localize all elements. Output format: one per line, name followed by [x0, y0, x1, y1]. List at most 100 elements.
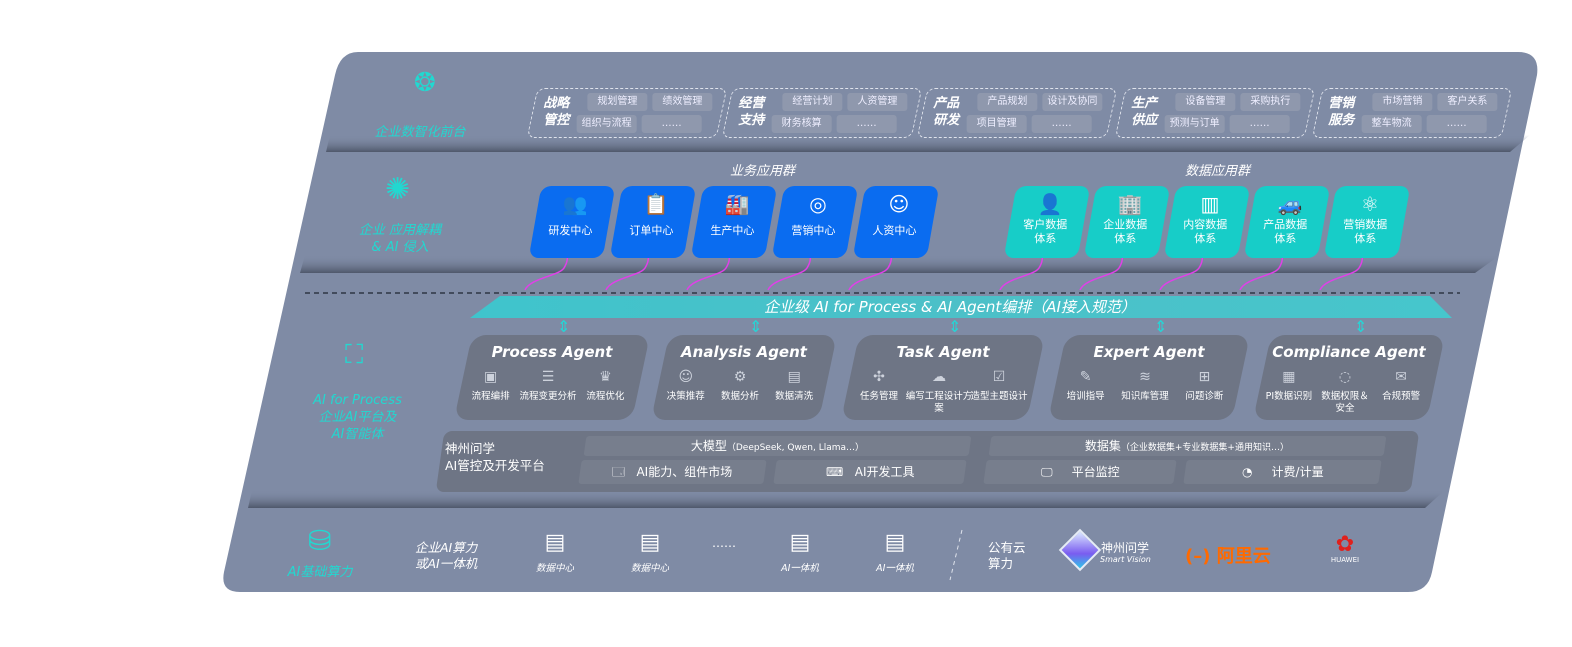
model-bar: 大模型（DeepSeek, Qwen, Llama…）: [583, 436, 972, 456]
person-icon: ☺: [888, 192, 910, 216]
app-card[interactable]: ☺ 人资中心: [852, 186, 940, 258]
devtools-bar[interactable]: ⌨ AI开发工具: [773, 460, 967, 484]
feature-icon: ▤: [787, 369, 801, 385]
huawei-logo: ✿ HUAWEI: [1320, 534, 1370, 565]
capability-chip[interactable]: 客户关系: [1437, 93, 1498, 111]
target-icon: ◎: [809, 192, 827, 216]
app-card-label: 营销数据 体系: [1343, 218, 1388, 245]
apps-label: 企业 应用解耦 & AI 侵入: [358, 223, 442, 255]
orchestration-banner: 企业级 AI for Process & AI Agent编排（AI接入规范）: [764, 298, 1136, 316]
capability-group: 产品 研发 产品规划 设计及协同 项目管理……: [916, 88, 1118, 138]
smartvision-name: 神州问学: [1101, 541, 1150, 555]
bidirectional-arrow-icon: ⇕: [1154, 317, 1168, 336]
capability-chip[interactable]: 预测与订单: [1164, 115, 1225, 133]
monitor-bar[interactable]: 🖵 平台监控: [983, 460, 1177, 484]
market-label: AI能力、组件市场: [636, 465, 733, 479]
app-card[interactable]: 📋 订单中心: [609, 186, 697, 258]
app-card-label: 客户数据 体系: [1023, 218, 1068, 245]
capability-chip[interactable]: ……: [641, 115, 702, 133]
brain-icon: ❂: [414, 68, 436, 98]
server-item: ▤ 数据中心: [620, 530, 680, 574]
server-icon: ▤: [884, 530, 906, 555]
capability-chip[interactable]: ……: [1426, 115, 1487, 133]
feature-icon: ⊞: [1198, 369, 1211, 385]
feature-icon: ✉: [1395, 369, 1407, 385]
agent-title: Analysis Agent: [681, 343, 807, 361]
face-scan-icon: ⛶: [345, 340, 364, 370]
capability-chip[interactable]: 人资管理: [847, 93, 908, 111]
app-card[interactable]: 🏢 企业数据 体系: [1083, 186, 1171, 258]
feature-label: 流程优化: [586, 391, 625, 402]
agent-feature[interactable]: ▤ 数据清洗: [759, 369, 829, 403]
agent-title: Expert Agent: [1093, 343, 1205, 361]
huawei-name: HUAWEI: [1330, 556, 1360, 564]
smartvision-en: Smart Vision: [1100, 555, 1151, 564]
agent-card[interactable]: Task Agent ✣ 任务管理 ☁ 编写工程设计方案 ☑ 造型主题设计: [840, 335, 1046, 420]
app-card[interactable]: 👤 客户数据 体系: [1003, 186, 1091, 258]
enterprise-compute: 企业AI算力 或AI一体机: [415, 540, 478, 571]
users-icon: 👥: [562, 192, 588, 216]
aliyun-name: 阿里云: [1216, 546, 1271, 567]
ai-label: AI for Process 企业AI平台及 AI智能体: [313, 393, 402, 442]
billing-bar[interactable]: ◔ 计费/计量: [1183, 460, 1382, 484]
server-icon: ▤: [639, 530, 661, 555]
building-icon: 🏢: [1117, 192, 1143, 216]
capability-chip[interactable]: 绩效管理: [652, 93, 713, 111]
app-card[interactable]: ▥ 内容数据 体系: [1163, 186, 1251, 258]
capability-chip[interactable]: 财务核算: [771, 115, 832, 133]
app-card[interactable]: 👥 研发中心: [528, 186, 616, 258]
group-title: 产品 研发: [933, 96, 960, 128]
agent-card[interactable]: Expert Agent ✎ 培训指导 ≋ 知识库管理 ⊞ 问题诊断: [1047, 335, 1251, 420]
server-item: ▤ 数据中心: [525, 530, 585, 574]
app-card-label: 内容数据 体系: [1183, 218, 1228, 245]
car-icon: 🚙: [1277, 192, 1303, 216]
aliyun-logo: (–) 阿里云: [1185, 546, 1271, 567]
agent-title: Compliance Agent: [1272, 343, 1426, 361]
agent-title: Process Agent: [491, 343, 613, 361]
capability-chip[interactable]: ……: [1229, 115, 1290, 133]
group-title: 生产 供应: [1131, 96, 1158, 128]
agent-card[interactable]: Process Agent ▣ 流程编排 ☰ 流程变更分析 ♛ 流程优化: [453, 335, 651, 420]
feature-icon: ♛: [599, 369, 612, 385]
books-icon: ▥: [1200, 192, 1220, 216]
capability-chip[interactable]: 整车物流: [1361, 115, 1422, 133]
user-icon: 👤: [1037, 192, 1063, 216]
server-item: ▤ AI一体机: [865, 530, 925, 574]
infra-label: AI基础算力: [287, 565, 353, 580]
app-card[interactable]: ⚛ 营销数据 体系: [1323, 186, 1411, 258]
agent-card[interactable]: Analysis Agent ☺ 决策推荐 ⚙ 数据分析 ▤ 数据清洗: [650, 335, 838, 420]
capability-chip[interactable]: ……: [1031, 115, 1092, 133]
capability-chip[interactable]: 设备管理: [1175, 93, 1236, 111]
capability-chip[interactable]: 经营计划: [782, 93, 843, 111]
app-card-label: 产品数据 体系: [1263, 218, 1308, 245]
atom-icon: ⚛: [1361, 192, 1379, 216]
capability-chip[interactable]: 设计及协同: [1042, 93, 1103, 111]
app-card[interactable]: 🚙 产品数据 体系: [1243, 186, 1331, 258]
front-label: 企业数智化前台: [374, 125, 466, 140]
server-icon: ▤: [544, 530, 566, 555]
capability-chip[interactable]: 采购执行: [1240, 93, 1301, 111]
bidirectional-arrow-icon: ⇕: [948, 317, 962, 336]
group-title: 经营 支持: [738, 96, 765, 128]
capability-chip[interactable]: 产品规划: [977, 93, 1038, 111]
billing-label: 计费/计量: [1271, 465, 1324, 479]
agent-feature[interactable]: ✉ 合规预警: [1366, 369, 1436, 403]
dataset-note: （企业数据集+专业数据集+通用知识…）: [1121, 443, 1290, 453]
capability-chip[interactable]: 规划管理: [587, 93, 648, 111]
agent-feature[interactable]: ☑ 造型主题设计: [964, 369, 1034, 403]
app-card[interactable]: 🏭 生产中心: [690, 186, 778, 258]
capability-group: 经营 支持 经营计划 人资管理 财务核算……: [721, 88, 923, 138]
monitor-label: 平台监控: [1071, 465, 1120, 479]
capability-chip[interactable]: 项目管理: [966, 115, 1027, 133]
agent-card[interactable]: Compliance Agent ▦ PI数据识别 ◌ 数据权限＆ 安全 ✉ 合规预警: [1252, 335, 1446, 420]
capability-chip[interactable]: 组织与流程: [576, 115, 637, 133]
capability-chip[interactable]: 市场营销: [1372, 93, 1433, 111]
agent-feature[interactable]: ⊞ 问题诊断: [1169, 369, 1239, 403]
agent-feature[interactable]: ♛ 流程优化: [570, 369, 640, 403]
server-label: AI一体机: [781, 563, 819, 574]
server-label: 数据中心: [535, 563, 574, 574]
app-card[interactable]: ◎ 营销中心: [771, 186, 859, 258]
app-card-label: 订单中心: [629, 224, 674, 237]
capability-chip[interactable]: ……: [836, 115, 897, 133]
market-bar[interactable]: 🗔 AI能力、组件市场: [578, 460, 767, 484]
